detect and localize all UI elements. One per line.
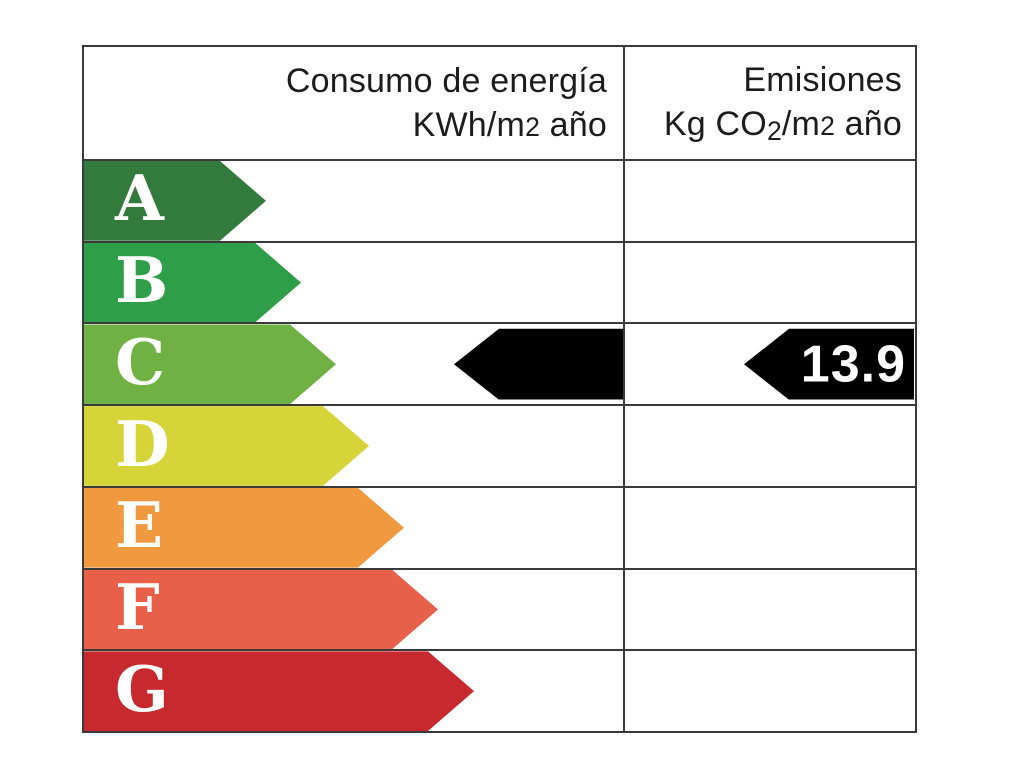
rating-row-g-consumption-cell: G: [84, 651, 625, 732]
emissions-unit-part1: Kg CO: [663, 104, 767, 143]
rating-arrow-e: E: [84, 488, 404, 568]
rating-letter-e: E: [115, 488, 164, 563]
emissions-indicator-arrow: 13.9: [744, 328, 914, 400]
rating-row-f-emissions-cell: [625, 570, 915, 650]
rating-arrow-d: D: [84, 406, 369, 486]
rating-arrow-b: B: [84, 243, 301, 323]
rating-letter-b: B: [115, 243, 169, 318]
consumption-header: Consumo de energía KWh/m2 año: [84, 47, 625, 159]
rating-table: Consumo de energía KWh/m2 año Emisiones …: [82, 45, 917, 733]
table-header: Consumo de energía KWh/m2 año Emisiones …: [84, 47, 915, 159]
rating-arrow-f: F: [84, 570, 438, 650]
emissions-indicator-value: 13.9: [800, 335, 906, 394]
rating-row-e-emissions-cell: [625, 488, 915, 568]
rating-arrow-c: C: [84, 324, 336, 404]
consumption-unit-prefix: KWh/m: [412, 106, 526, 144]
rating-row-g-emissions-cell: [625, 651, 915, 731]
consumption-unit-exponent: 2: [525, 112, 541, 142]
rating-row-c-emissions-cell: 13.9: [625, 324, 915, 404]
rating-letter-c: C: [115, 324, 166, 399]
rating-row-a-consumption-cell: A: [84, 161, 625, 241]
rating-row-c: C 13.9: [84, 322, 915, 405]
emissions-co2-subscript: 2: [766, 115, 782, 146]
rating-letter-d: D: [115, 406, 170, 481]
rating-row-g: G: [84, 649, 915, 732]
emissions-unit-part2: /m: [781, 104, 821, 143]
rating-row-a-emissions-cell: [625, 161, 915, 241]
rating-row-f: F: [84, 567, 915, 650]
rating-row-d-emissions-cell: [625, 406, 915, 486]
rating-row-d-consumption-cell: D: [84, 406, 625, 486]
rating-row-a: A: [84, 159, 915, 241]
emissions-unit-part3: año: [835, 104, 902, 143]
rating-row-b-emissions-cell: [625, 243, 915, 323]
emissions-header-line1: Emisiones: [743, 60, 902, 99]
rating-row-b: B: [84, 240, 915, 323]
rating-arrow-g: G: [84, 651, 474, 731]
consumption-header-line1: Consumo de energía: [285, 61, 607, 100]
rating-arrow-a: A: [84, 161, 266, 241]
rating-row-e: E: [84, 485, 915, 568]
consumption-unit-suffix: año: [540, 106, 607, 144]
emissions-unit-exponent: 2: [820, 110, 836, 141]
rating-row-b-consumption-cell: B: [84, 242, 625, 323]
rating-row-d: D: [84, 404, 915, 486]
rating-row-c-consumption-cell: C: [84, 324, 625, 405]
rating-letter-g: G: [115, 651, 169, 726]
rating-row-e-consumption-cell: E: [84, 487, 625, 568]
rating-letter-a: A: [115, 161, 164, 236]
emissions-header: Emisiones Kg CO2/m2 año: [625, 47, 915, 159]
emissions-header-line2: Kg CO2/m2 año: [664, 102, 902, 148]
rating-row-f-consumption-cell: F: [84, 569, 625, 650]
consumption-header-line2: KWh/m2 año: [413, 103, 607, 147]
consumption-indicator-arrow: [454, 328, 623, 400]
rating-letter-f: F: [115, 569, 160, 644]
